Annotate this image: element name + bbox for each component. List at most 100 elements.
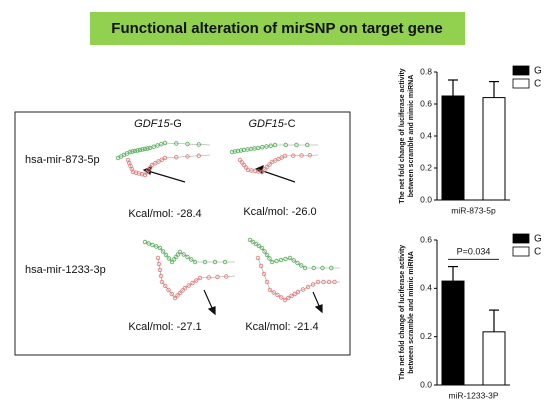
- base: [159, 157, 164, 162]
- base: [197, 275, 203, 281]
- base: [329, 265, 334, 271]
- base: [271, 290, 276, 295]
- y-tick-label: 0.6: [420, 234, 432, 244]
- strand: [297, 281, 319, 293]
- row-label: hsa-mir-1233-3p: [25, 264, 106, 276]
- base: [224, 274, 229, 279]
- base: [275, 292, 280, 298]
- base: [196, 153, 201, 158]
- base: [212, 259, 218, 265]
- y-axis-label: between scramble and mimic miRNA: [408, 251, 415, 374]
- y-tick-label: 0.2: [420, 331, 432, 341]
- base: [279, 295, 284, 300]
- base: [177, 249, 183, 255]
- base: [315, 279, 321, 285]
- strand: [284, 291, 299, 301]
- y-axis-label: The net fold change of luciferase activi…: [399, 245, 406, 380]
- base: [264, 279, 270, 285]
- base: [289, 293, 294, 299]
- base: [174, 141, 179, 146]
- allele: -G: [170, 118, 182, 130]
- base: [302, 265, 308, 271]
- base: [253, 241, 259, 247]
- strand: [257, 257, 271, 291]
- base: [235, 148, 241, 154]
- base: [260, 145, 265, 150]
- column-header: GDF15-G: [134, 118, 182, 130]
- strand: [247, 169, 263, 173]
- strand: [174, 287, 186, 299]
- arrow: [312, 291, 321, 309]
- base: [145, 146, 150, 151]
- annotation: P=0.034: [457, 247, 491, 257]
- title-box: [90, 12, 465, 45]
- y-tick-label: 0.4: [420, 283, 432, 293]
- strand: [151, 157, 166, 166]
- base: [268, 143, 273, 148]
- base: [158, 273, 164, 279]
- base: [166, 287, 171, 293]
- y-axis-label: between scramble and mimic miRNA: [408, 75, 415, 198]
- column-header: GDF15-C: [248, 118, 295, 130]
- base: [311, 265, 316, 271]
- base: [185, 254, 190, 260]
- base: [156, 159, 161, 164]
- base: [185, 141, 190, 147]
- base: [155, 255, 161, 261]
- base: [157, 245, 163, 251]
- base: [177, 290, 183, 296]
- base: [305, 142, 310, 148]
- base: [295, 289, 301, 295]
- base: [291, 153, 296, 158]
- base: [133, 170, 139, 175]
- base: [175, 293, 180, 298]
- base: [153, 161, 158, 166]
- base: [180, 288, 185, 293]
- strand: [164, 142, 211, 146]
- base: [135, 148, 140, 153]
- base: [292, 291, 297, 297]
- base: [215, 274, 220, 280]
- base: [156, 261, 162, 267]
- legend-swatch: [512, 78, 530, 89]
- base: [286, 295, 291, 301]
- energy: Kcal/mol: -27.1: [128, 321, 201, 333]
- structure-panel: [14, 111, 351, 356]
- bar: [482, 97, 506, 201]
- x-tick-label: miR-1233-3P: [448, 390, 498, 400]
- base: [229, 149, 235, 155]
- base: [150, 242, 155, 248]
- base: [182, 285, 188, 291]
- legend-swatch: [512, 65, 530, 76]
- base: [146, 241, 151, 246]
- legend-label: C: [534, 247, 541, 258]
- allele: -C: [284, 118, 296, 130]
- base: [166, 256, 172, 261]
- base: [287, 255, 293, 261]
- base: [194, 278, 199, 283]
- base: [259, 245, 265, 251]
- base: [295, 260, 300, 266]
- base: [163, 283, 168, 289]
- base: [305, 284, 311, 290]
- rna-structures: [115, 140, 340, 303]
- strand: [149, 142, 166, 149]
- base: [261, 271, 267, 277]
- strand: [261, 247, 273, 263]
- strand: [249, 239, 263, 249]
- base: [299, 153, 304, 158]
- base: [160, 249, 166, 254]
- base: [174, 155, 179, 160]
- base: [262, 249, 267, 254]
- base: [264, 164, 270, 170]
- base: [267, 162, 272, 167]
- base: [189, 257, 194, 262]
- base: [294, 142, 299, 148]
- base: [282, 297, 288, 303]
- base: [255, 255, 261, 261]
- base: [310, 282, 316, 287]
- energy: Kcal/mol: -21.4: [245, 321, 318, 333]
- base: [163, 252, 169, 258]
- arrowhead: [314, 304, 323, 314]
